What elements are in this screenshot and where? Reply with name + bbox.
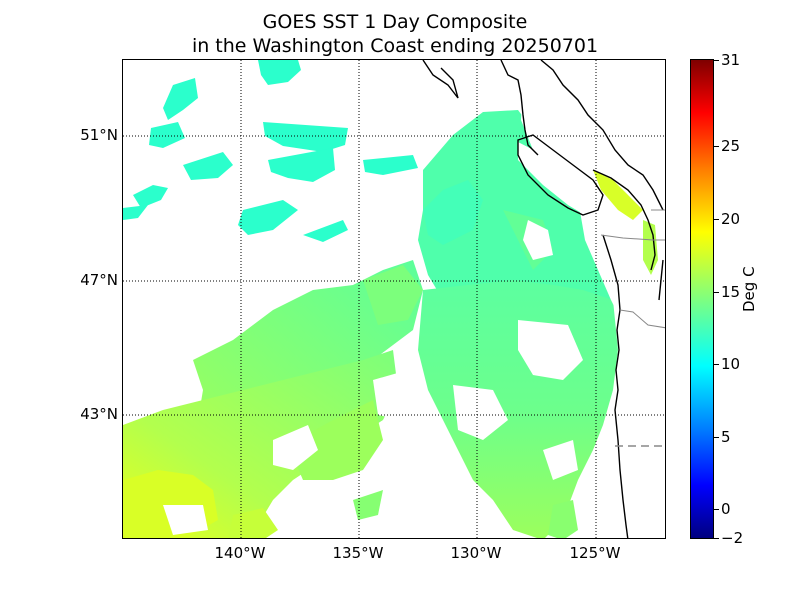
colorbar: [690, 59, 714, 539]
title-line-1: GOES SST 1 Day Composite: [262, 11, 528, 33]
lon-label-130w: 130°W: [450, 544, 502, 562]
colorbar-tick: [714, 219, 719, 220]
map-plot: [122, 59, 666, 539]
colorbar-tick: [714, 538, 719, 539]
lon-label-140w: 140°W: [214, 544, 266, 562]
colorbar-label-minus2: −2: [721, 529, 744, 547]
graticule: [123, 60, 665, 538]
lat-label-51n: 51°N: [80, 126, 118, 144]
colorbar-tick: [714, 60, 719, 61]
coastline: [422, 60, 664, 538]
colorbar-label-10: 10: [721, 355, 741, 373]
lon-label-125w: 125°W: [569, 544, 621, 562]
land: [518, 60, 665, 538]
colorbar-tick: [714, 364, 719, 365]
colorbar-title: Deg C: [740, 266, 758, 312]
colorbar-label-15: 15: [721, 283, 741, 301]
colorbar-label-0: 0: [721, 500, 731, 518]
chart-title: GOES SST 1 Day Composite in the Washingt…: [0, 10, 790, 58]
sst-field-southwest: [123, 260, 423, 538]
sst-map-svg: [123, 60, 665, 538]
lat-label-47n: 47°N: [80, 271, 118, 289]
colorbar-label-5: 5: [721, 428, 731, 446]
colorbar-label-25: 25: [721, 137, 741, 155]
cloud-gaps: [163, 220, 583, 535]
colorbar-tick: [714, 437, 719, 438]
colorbar-tick: [714, 509, 719, 510]
inland-water: [593, 170, 658, 275]
colorbar-tick: [714, 146, 719, 147]
borders: [600, 209, 665, 447]
colorbar-tick: [714, 292, 719, 293]
colorbar-label-31: 31: [721, 51, 741, 69]
sst-patches-northwest: [123, 60, 418, 242]
lon-label-135w: 135°W: [332, 544, 384, 562]
lat-label-43n: 43°N: [80, 405, 118, 423]
colorbar-label-20: 20: [721, 210, 741, 228]
title-line-2: in the Washington Coast ending 20250701: [191, 35, 599, 57]
